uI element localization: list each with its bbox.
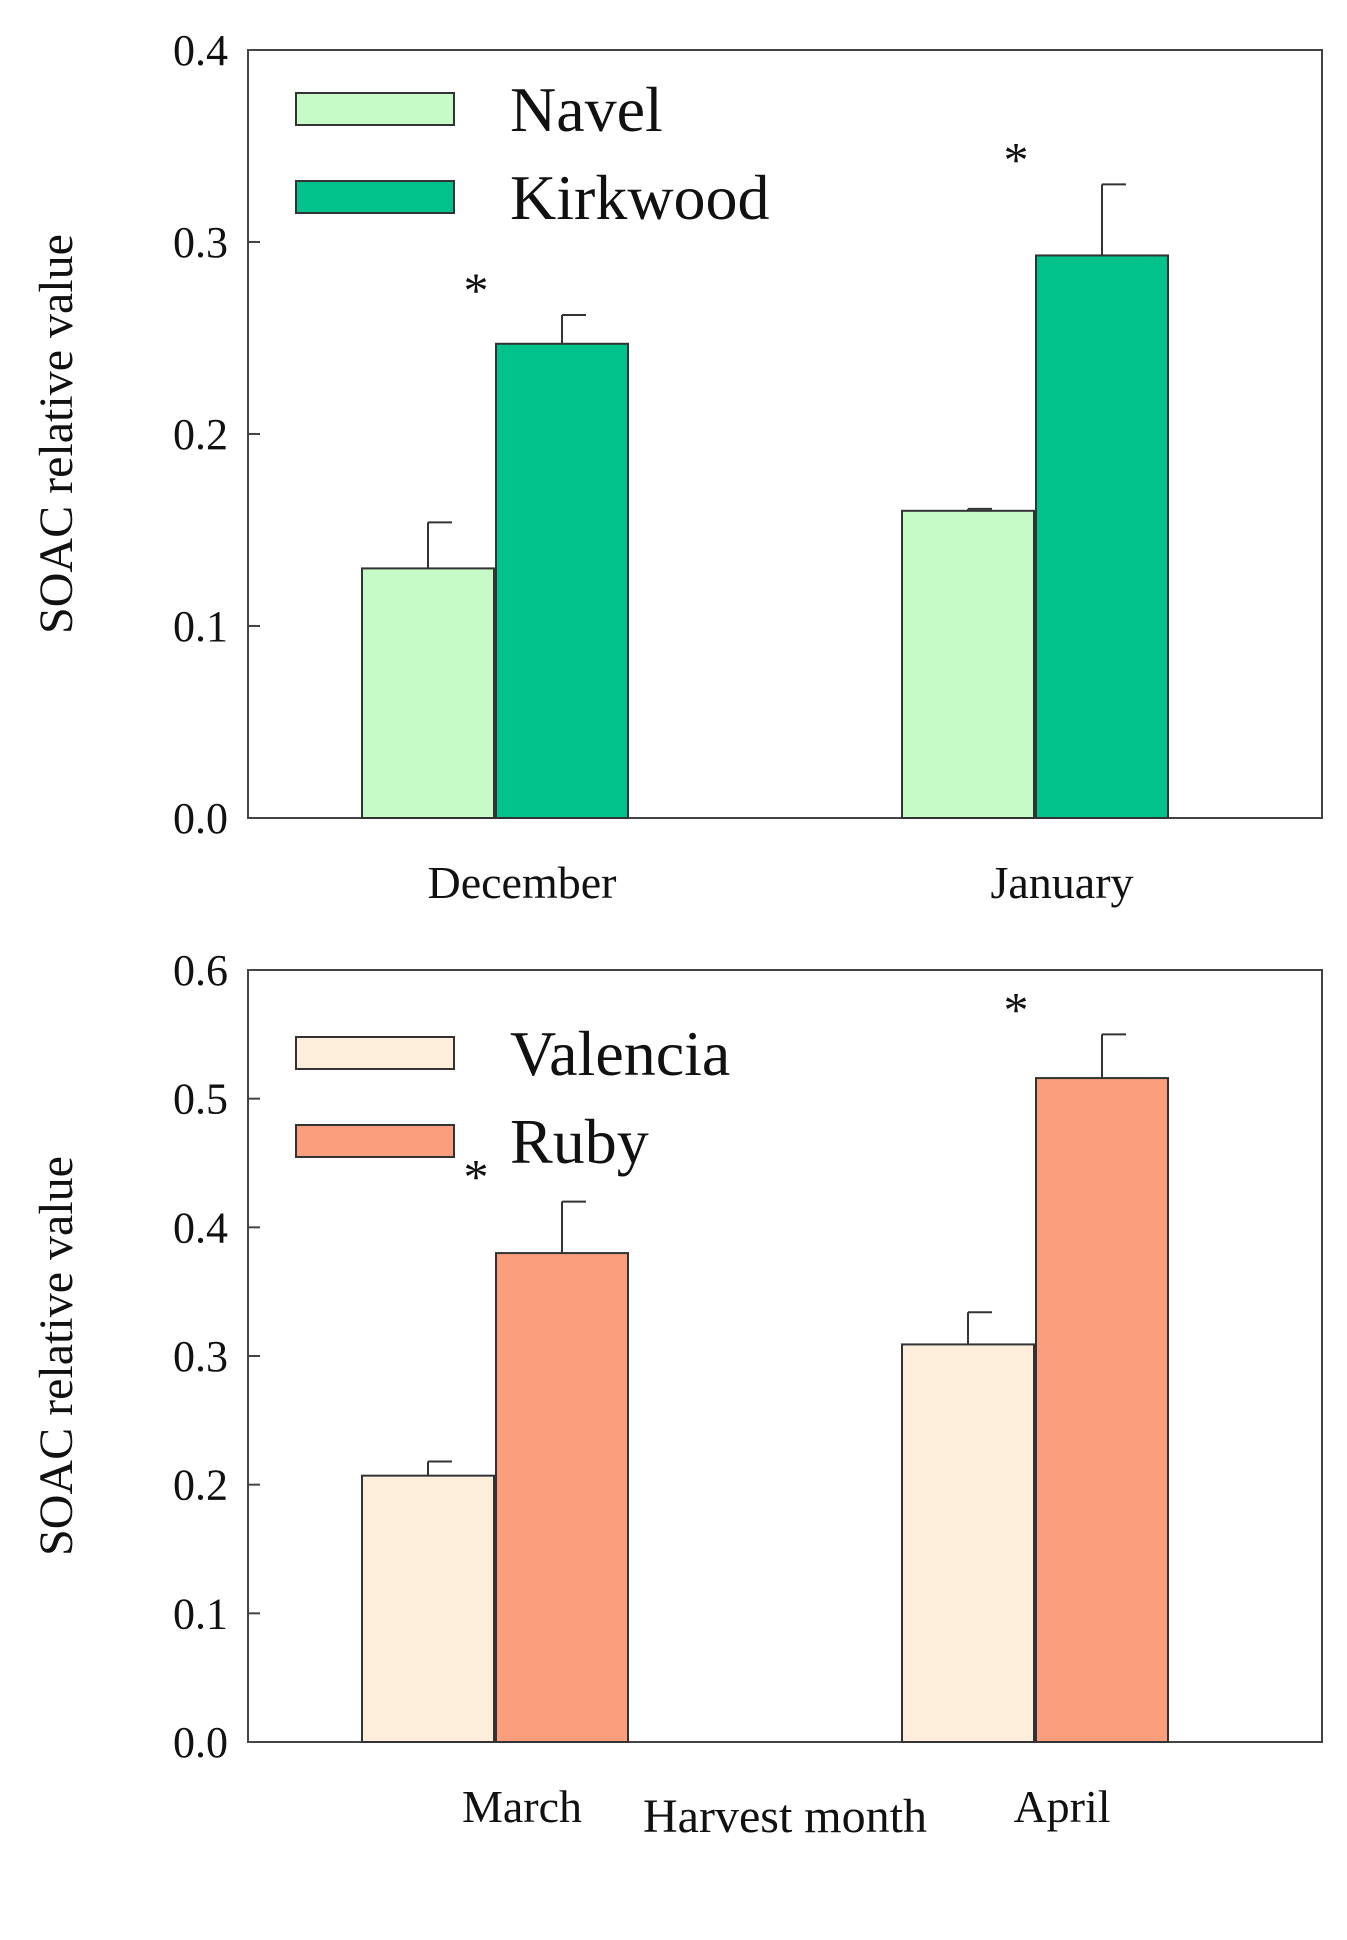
- y-tick-label: 0.1: [173, 1589, 228, 1638]
- legend-swatch-ruby: [295, 1124, 455, 1158]
- legend-swatch-navel: [295, 92, 455, 126]
- y-tick-label: 0.4: [173, 1203, 228, 1252]
- bar-ruby-april: [1035, 1077, 1169, 1743]
- y-tick-label: 0.0: [173, 794, 228, 843]
- x-tick-label: March: [462, 1781, 582, 1832]
- y-tick-label: 0.2: [173, 410, 228, 459]
- bar-kirkwood-january: [1035, 254, 1169, 819]
- y-tick-label: 0.5: [173, 1075, 228, 1124]
- chart-panel-2: 0.0 0.1 0.2 0.3 0.4 0.5 0.6 March April * * Valenci…: [30, 946, 1323, 1843]
- legend-label-valencia: Valencia: [510, 1018, 730, 1089]
- x-axis-title: Harvest month: [643, 1790, 927, 1843]
- x-tick-label: April: [1013, 1781, 1110, 1832]
- x-tick-label: December: [428, 857, 617, 908]
- bar-valencia-april: [901, 1343, 1035, 1744]
- significance-mark: *: [464, 1149, 489, 1205]
- y-tick-label: 0.3: [173, 218, 228, 267]
- bar-navel-december: [361, 567, 495, 820]
- legend-label-kirkwood: Kirkwood: [510, 162, 770, 233]
- y-tick-label: 0.4: [173, 26, 228, 75]
- y-tick-label: 0.3: [173, 1332, 228, 1381]
- bar-valencia-march: [361, 1474, 495, 1744]
- x-tick-label: January: [990, 857, 1133, 908]
- legend-label-navel: Navel: [510, 74, 663, 145]
- legend-swatch-kirkwood: [295, 180, 455, 214]
- y-tick-label: 0.0: [173, 1718, 228, 1767]
- bar-kirkwood-december: [495, 342, 629, 819]
- legend-label-ruby: Ruby: [510, 1106, 649, 1177]
- legend-swatch-valencia: [295, 1036, 455, 1070]
- chart-panel-1: 0.0 0.1 0.2 0.3 0.4 December January * * Navel Kir…: [30, 26, 1323, 908]
- y-axis-title: SOAC relative value: [30, 234, 83, 634]
- y-tick-label: 0.6: [173, 946, 228, 995]
- y-axis-title: SOAC relative value: [30, 1156, 83, 1556]
- significance-mark: *: [1004, 981, 1029, 1037]
- bar-ruby-march: [495, 1252, 629, 1743]
- significance-mark: *: [464, 262, 489, 318]
- y-tick-label: 0.2: [173, 1461, 228, 1510]
- significance-mark: *: [1004, 131, 1029, 187]
- y-tick-label: 0.1: [173, 602, 228, 651]
- bar-navel-january: [901, 509, 1035, 819]
